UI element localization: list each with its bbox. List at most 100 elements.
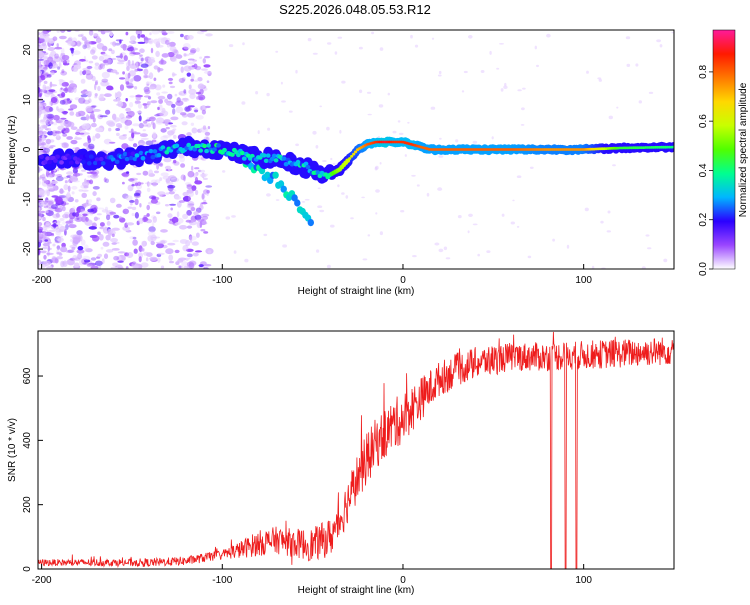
noise-blob <box>39 110 47 114</box>
noise-blob <box>38 200 41 203</box>
noise-blob <box>83 89 88 92</box>
ridge-core <box>261 153 267 158</box>
noise-blob <box>143 105 148 109</box>
noise-blob <box>522 87 526 90</box>
noise-blob <box>160 135 168 141</box>
noise-blob <box>97 253 103 258</box>
noise-blob <box>56 201 62 205</box>
noise-blob <box>179 156 186 163</box>
noise-blob <box>88 60 94 64</box>
noise-blob <box>410 34 413 39</box>
noise-blob <box>40 31 48 35</box>
noise-blob <box>257 130 260 135</box>
noise-blob <box>102 59 109 64</box>
x-tick-label: -100 <box>212 575 232 586</box>
noise-blob <box>131 184 135 187</box>
noise-blob <box>350 217 354 220</box>
noise-blob <box>191 127 198 134</box>
noise-blob <box>145 140 154 146</box>
ridge-core <box>216 143 221 148</box>
noise-blob <box>53 169 57 172</box>
ridge-core <box>130 151 136 156</box>
noise-blob <box>169 260 174 264</box>
branch-blob <box>264 171 271 179</box>
noise-blob <box>100 51 106 55</box>
noise-blob <box>45 210 49 214</box>
noise-blob <box>50 97 58 104</box>
noise-blob <box>49 145 56 148</box>
noise-blob <box>117 251 126 254</box>
noise-blob <box>304 198 310 201</box>
noise-blob <box>71 246 76 250</box>
noise-blob <box>147 86 156 90</box>
noise-blob <box>56 132 60 138</box>
noise-blob <box>288 110 293 113</box>
noise-blob <box>44 92 51 98</box>
noise-blob <box>143 215 148 218</box>
noise-blob <box>126 65 130 71</box>
noise-blob <box>60 246 68 253</box>
noise-blob <box>167 184 176 189</box>
noise-blob <box>635 63 639 67</box>
snr-line <box>38 331 674 569</box>
noise-blob <box>201 215 209 220</box>
noise-blob <box>186 183 193 187</box>
figure-title: S225.2026.048.05.53.R12 <box>279 2 431 17</box>
noise-blob <box>151 139 157 143</box>
noise-blob <box>174 249 180 254</box>
noise-blob <box>174 195 182 200</box>
ridge-core <box>160 145 166 150</box>
noise-blob <box>38 137 42 141</box>
noise-blob <box>499 43 504 45</box>
noise-blob <box>167 51 175 58</box>
noise-blob <box>178 257 187 261</box>
noise-blob <box>125 98 128 102</box>
noise-blob <box>194 250 203 253</box>
noise-blob <box>139 54 143 57</box>
noise-blob <box>191 185 197 191</box>
noise-blob <box>152 131 157 139</box>
noise-blob <box>125 62 129 67</box>
noise-blob <box>188 191 194 197</box>
noise-blob <box>177 265 184 269</box>
noise-blob <box>168 191 175 195</box>
noise-blob <box>90 265 99 269</box>
noise-blob <box>416 184 420 187</box>
noise-blob <box>86 263 93 267</box>
noise-blob <box>438 155 444 158</box>
noise-blob <box>341 80 346 84</box>
ridge-core <box>126 152 132 157</box>
noise-blob <box>43 89 48 94</box>
ridge-core <box>100 161 106 166</box>
noise-blob <box>47 245 51 252</box>
noise-blob <box>510 221 515 225</box>
y-tick-label: 20 <box>22 44 33 56</box>
ridge-core <box>81 159 86 165</box>
noise-blob <box>91 105 97 108</box>
noise-blob <box>72 254 78 261</box>
noise-blob <box>90 112 95 120</box>
noise-blob <box>392 130 397 134</box>
noise-blob <box>190 122 195 127</box>
noise-blob <box>85 114 90 121</box>
noise-blob <box>546 33 551 38</box>
noise-blob <box>157 68 164 72</box>
noise-blob <box>146 101 151 106</box>
noise-blob <box>180 81 184 84</box>
noise-blob <box>119 84 125 91</box>
noise-blob <box>99 222 105 227</box>
noise-blob <box>94 65 100 70</box>
noise-blob <box>72 167 78 174</box>
noise-blob <box>189 93 196 100</box>
noise-blob <box>641 266 646 269</box>
noise-blob <box>201 68 208 71</box>
noise-blob <box>266 193 271 197</box>
noise-blob <box>188 195 191 201</box>
ridge-core <box>241 156 247 161</box>
noise-blob <box>157 106 160 111</box>
noise-blob <box>648 91 654 94</box>
noise-blob <box>131 206 137 211</box>
noise-blob <box>74 256 81 260</box>
noise-blob <box>132 265 139 269</box>
noise-blob <box>457 215 462 219</box>
